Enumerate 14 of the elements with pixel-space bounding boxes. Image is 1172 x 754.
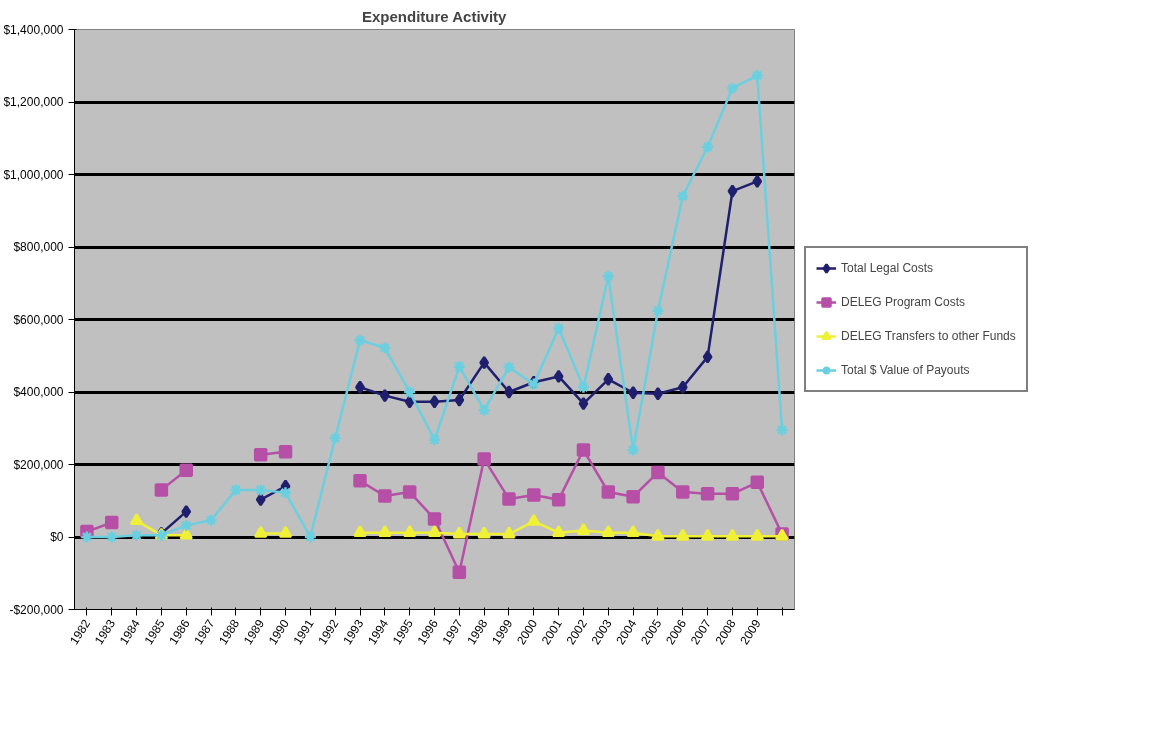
legend-label: DELEG Program Costs — [841, 295, 966, 309]
legend-label: Total $ Value of Payouts — [841, 363, 970, 377]
chart-title: Expenditure Activity — [361, 7, 508, 25]
y-tick-label: $400,000 — [13, 385, 64, 399]
y-tick-label: $1,200,000 — [3, 95, 64, 109]
y-tick-label: $0 — [50, 530, 64, 544]
legend-label: Total Legal Costs — [841, 261, 934, 275]
legend-label: DELEG Transfers to other Funds — [841, 329, 1016, 343]
y-tick-label: $600,000 — [13, 312, 64, 327]
y-tick-label: $800,000 — [13, 240, 64, 254]
y-tick-label: $1,400,000 — [3, 22, 64, 37]
y-tick-label: $1,000,000 — [3, 167, 64, 182]
y-tick-label: -$200,000 — [9, 602, 64, 617]
y-tick-label: $200,000 — [13, 457, 64, 472]
